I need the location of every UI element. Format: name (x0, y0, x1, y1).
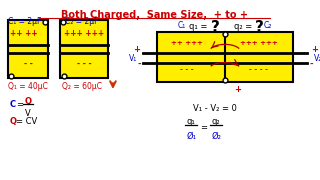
Text: Q₂ = 60μC: Q₂ = 60μC (62, 82, 102, 91)
Text: V₂: V₂ (314, 54, 320, 63)
Text: C₁: C₁ (178, 21, 186, 30)
Bar (60, 21, 108, 78)
Text: Both Charged,  Same Size,  + to +: Both Charged, Same Size, + to + (61, 10, 248, 20)
Text: ?: ? (255, 19, 264, 35)
Bar (157, 32, 292, 82)
Text: q₂ =: q₂ = (234, 22, 254, 32)
Text: q₁: q₁ (186, 117, 195, 126)
Bar (8, 21, 48, 78)
Text: C₁ = 2μF: C₁ = 2μF (8, 17, 41, 26)
Text: - - -: - - - (180, 67, 194, 73)
Text: +++ +++: +++ +++ (240, 40, 277, 46)
Text: - -: - - (24, 59, 32, 68)
Text: V₁ - V₂ = 0: V₁ - V₂ = 0 (193, 104, 237, 113)
Text: Ø₂: Ø₂ (212, 132, 221, 141)
Text: - - -: - - - (77, 59, 91, 68)
Text: +: + (311, 45, 318, 54)
Text: =: = (200, 123, 207, 132)
Text: =: = (16, 100, 23, 109)
Text: q₁ =: q₁ = (189, 22, 210, 32)
Text: -: - (137, 59, 141, 68)
Text: Ø₁: Ø₁ (186, 132, 196, 141)
Text: -: - (309, 59, 313, 68)
Text: C₂ = 2μF: C₂ = 2μF (65, 17, 98, 26)
Text: C₂: C₂ (264, 21, 272, 30)
Text: C: C (10, 100, 16, 109)
Text: +++ +++: +++ +++ (64, 29, 104, 38)
Text: ++ ++: ++ ++ (10, 29, 38, 38)
Text: Q₁ = 40μC: Q₁ = 40μC (8, 82, 48, 91)
Text: q₂: q₂ (212, 117, 220, 126)
Text: = CV: = CV (16, 117, 38, 126)
Text: +: + (133, 45, 140, 54)
Text: +: + (235, 85, 242, 94)
Text: V₁: V₁ (129, 54, 137, 63)
Text: Q: Q (10, 117, 17, 126)
Text: - - - -: - - - - (249, 67, 268, 73)
Text: ?: ? (211, 19, 219, 35)
Text: V: V (25, 109, 31, 118)
Text: ++ +++: ++ +++ (171, 40, 203, 46)
Text: Q: Q (25, 97, 32, 106)
